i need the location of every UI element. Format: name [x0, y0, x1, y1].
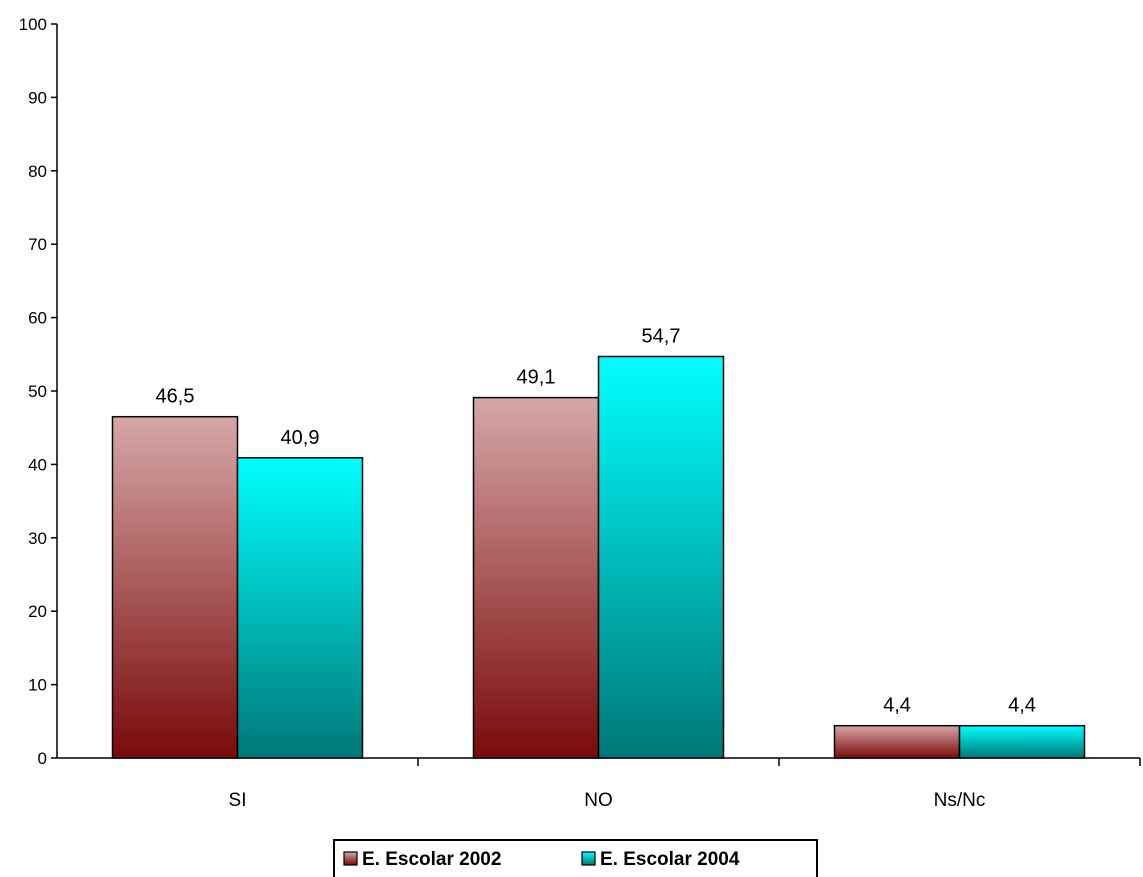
y-tick-label: 10: [28, 676, 47, 695]
y-tick-label: 0: [38, 749, 47, 768]
y-tick-label: 20: [28, 602, 47, 621]
y-tick-label: 30: [28, 529, 47, 548]
legend-swatch: [343, 851, 358, 866]
y-tick-label: 80: [28, 162, 47, 181]
data-label: 4,4: [1008, 695, 1036, 717]
x-category-label: SI: [229, 790, 247, 811]
bars: 46,5 40,9 49,1 54,7 4,4 4,4: [111, 326, 1086, 759]
data-label: 40,9: [281, 427, 320, 449]
x-category-label: NO: [584, 790, 613, 811]
y-tick-label: 90: [28, 88, 47, 107]
bar-2002: [472, 396, 600, 759]
bar-2002: [833, 724, 961, 759]
bar-2004: [597, 355, 725, 759]
x-category-label: Ns/Nc: [934, 790, 986, 811]
y-tick-label: 100: [19, 15, 47, 34]
legend-label: E. Escolar 2002: [362, 849, 501, 870]
y-tick-label: 50: [28, 382, 47, 401]
data-label: 54,7: [642, 326, 681, 348]
legend-box: [333, 839, 818, 877]
legend-swatch: [581, 851, 596, 866]
legend: E. Escolar 2002 E. Escolar 2004: [333, 839, 818, 877]
y-tick-label: 60: [28, 309, 47, 328]
data-label: 49,1: [517, 367, 556, 389]
y-tick-label: 40: [28, 455, 47, 474]
bar-2004: [236, 457, 364, 759]
data-label: 46,5: [156, 386, 195, 408]
legend-label: E. Escolar 2004: [600, 849, 740, 870]
y-tick-label: 70: [28, 235, 47, 254]
bar-2002: [111, 415, 239, 759]
data-label: 4,4: [883, 695, 911, 717]
bar-2004: [958, 724, 1086, 759]
